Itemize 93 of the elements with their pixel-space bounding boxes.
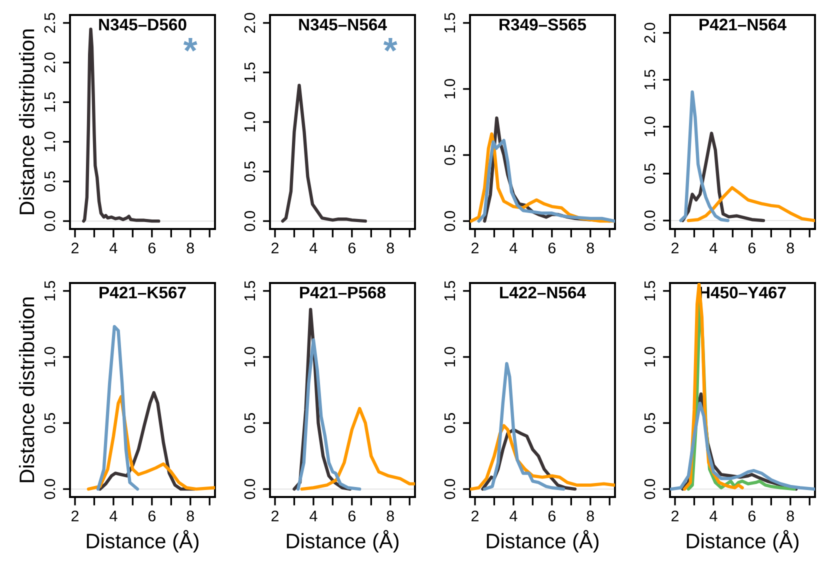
y-tick-label: 0.0 — [644, 479, 656, 500]
x-tick-label: 6 — [548, 510, 556, 522]
line-series — [96, 324, 140, 491]
x-tick-label: 6 — [348, 242, 356, 254]
x-tick-label: 4 — [710, 510, 718, 522]
y-tick-label: 1.5 — [444, 280, 456, 300]
x-tick-label: 6 — [148, 242, 156, 254]
annotation: * — [183, 38, 198, 52]
y-tick-label: 0.0 — [44, 211, 56, 232]
x-tick-label: 4 — [310, 242, 318, 254]
x-tick-label: 4 — [310, 510, 318, 522]
x-axis-title: Distance (Å) — [286, 530, 399, 553]
line-series — [300, 406, 415, 491]
y-tick-label: 0.5 — [44, 413, 56, 434]
x-tick-label: 4 — [510, 242, 518, 254]
line-series — [679, 90, 730, 222]
y-tick-label: 1.0 — [644, 116, 656, 136]
annotation: * — [383, 38, 398, 52]
x-tick-label: 6 — [148, 510, 156, 522]
y-tick-label: 0.0 — [244, 211, 256, 232]
y-tick-label: 1.0 — [44, 132, 56, 152]
x-tick-label: 6 — [348, 510, 356, 522]
x-tick-label: 2 — [272, 510, 278, 522]
line-series — [483, 362, 566, 491]
y-tick-label: 0.0 — [444, 211, 456, 232]
y-tick-label: 2.5 — [44, 12, 56, 33]
y-tick-label: 0.5 — [44, 171, 56, 192]
x-tick-label: 8 — [186, 242, 194, 254]
y-tick-label: 0.0 — [444, 479, 456, 500]
y-tick-label: 1.0 — [444, 78, 456, 98]
y-tick-label: 1.5 — [644, 70, 656, 90]
x-axis-title: Distance (Å) — [686, 530, 799, 553]
y-tick-label: 2.0 — [644, 22, 656, 43]
y-tick-label: 0.5 — [644, 413, 656, 434]
y-tick-label: 0.5 — [444, 145, 456, 166]
x-axis-title: Distance (Å) — [486, 530, 599, 553]
line-series — [296, 338, 362, 491]
line-series — [281, 84, 367, 223]
x-tick-label: 2 — [472, 510, 478, 522]
y-tick-label: 1.5 — [644, 280, 656, 300]
y-tick-label: 1.5 — [244, 62, 256, 82]
y-tick-label: 1.5 — [244, 280, 256, 300]
y-tick-label: 1.5 — [444, 12, 456, 32]
y-tick-label: 1.0 — [444, 346, 456, 366]
x-tick-label: 6 — [548, 242, 556, 254]
x-tick-label: 8 — [386, 510, 394, 522]
y-tick-label: 0.5 — [244, 413, 256, 434]
y-tick-label: 2.0 — [244, 12, 256, 33]
y-tick-label: 1.5 — [44, 280, 56, 300]
x-tick-label: 2 — [272, 242, 278, 254]
y-tick-label: 1.0 — [44, 346, 56, 366]
x-tick-label: 8 — [786, 510, 794, 522]
chart-title: L422–N564 — [500, 286, 586, 298]
x-tick-label: 2 — [72, 242, 78, 254]
line-series — [670, 402, 815, 491]
x-axis-title: Distance (Å) — [86, 530, 199, 553]
line-series — [686, 186, 815, 222]
y-tick-label: 0.0 — [244, 479, 256, 500]
y-tick-label: 1.0 — [244, 112, 256, 132]
x-tick-label: 4 — [710, 242, 718, 254]
x-tick-label: 8 — [786, 242, 794, 254]
chart-title: R349–S565 — [500, 18, 586, 30]
y-axis-title: Distance distribution — [18, 30, 34, 214]
y-tick-label: 0.0 — [44, 479, 56, 500]
chart-title: N345–D560 — [99, 18, 186, 30]
chart-title: P421–P568 — [300, 286, 386, 298]
chart-title: P421–N564 — [700, 18, 786, 30]
x-tick-label: 2 — [472, 242, 478, 254]
x-tick-label: 4 — [110, 510, 118, 522]
x-tick-label: 8 — [586, 242, 594, 254]
y-axis-title: Distance distribution — [18, 298, 34, 482]
line-series — [681, 132, 766, 222]
y-tick-label: 0.0 — [644, 210, 656, 231]
x-tick-label: 6 — [748, 242, 756, 254]
x-tick-label: 2 — [672, 510, 678, 522]
x-tick-label: 4 — [510, 510, 518, 522]
y-tick-label: 1.0 — [644, 346, 656, 366]
y-tick-label: 1.0 — [244, 346, 256, 366]
y-tick-label: 0.5 — [244, 162, 256, 182]
y-tick-label: 0.5 — [644, 164, 656, 184]
x-tick-label: 8 — [186, 510, 194, 522]
y-tick-label: 1.5 — [44, 92, 56, 112]
y-tick-label: 2.0 — [44, 52, 56, 72]
chart-title: P421–K567 — [100, 286, 186, 298]
x-tick-label: 2 — [672, 242, 678, 254]
chart-title: N345–N564 — [299, 18, 387, 30]
x-tick-label: 8 — [386, 242, 394, 254]
x-tick-label: 4 — [110, 242, 118, 254]
x-tick-label: 8 — [586, 510, 594, 522]
x-tick-label: 6 — [748, 510, 756, 522]
y-tick-label: 0.5 — [444, 413, 456, 434]
line-series — [98, 391, 196, 491]
x-tick-label: 2 — [72, 510, 78, 522]
